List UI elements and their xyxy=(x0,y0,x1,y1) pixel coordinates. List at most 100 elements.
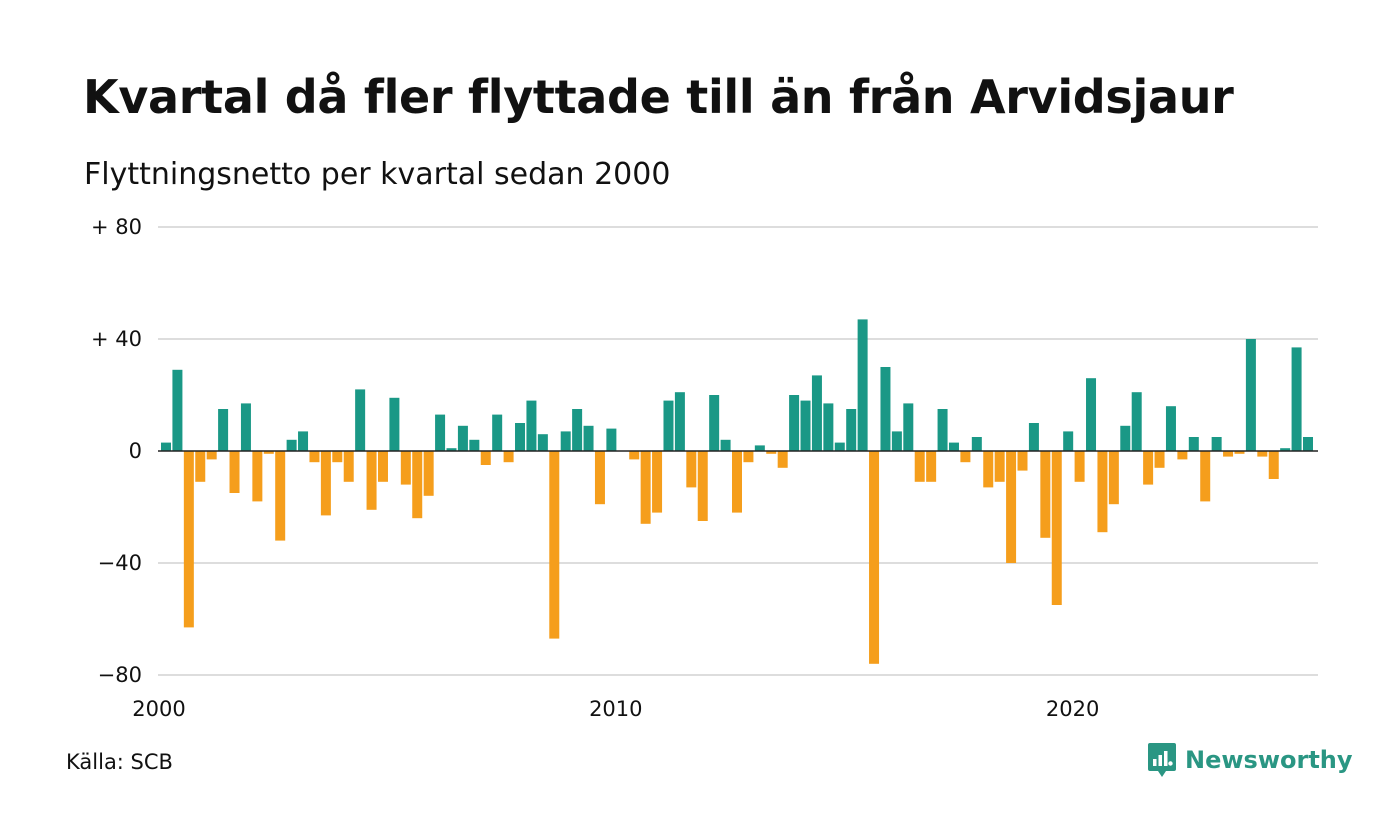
bar xyxy=(869,451,880,664)
bar xyxy=(937,409,948,451)
bar xyxy=(1245,339,1256,451)
bar xyxy=(412,451,423,519)
bar xyxy=(1017,451,1028,471)
bar xyxy=(263,451,274,454)
x-tick-label: 2000 xyxy=(132,697,185,721)
bar xyxy=(389,397,400,451)
bar xyxy=(1154,451,1165,468)
bar xyxy=(640,451,651,524)
bar xyxy=(298,431,309,451)
x-tick-label: 2020 xyxy=(1046,697,1099,721)
y-tick-label: −40 xyxy=(98,551,142,575)
bar xyxy=(732,451,742,513)
chart-subtitle: Flyttningsnetto per kvartal sedan 2000 xyxy=(84,157,671,192)
bar xyxy=(423,451,434,496)
bar xyxy=(309,451,320,463)
bar xyxy=(218,409,229,451)
bar xyxy=(652,451,663,513)
y-tick-label: + 40 xyxy=(91,327,142,351)
bar xyxy=(366,451,377,510)
bar xyxy=(583,425,594,451)
bar xyxy=(1086,378,1097,451)
bar xyxy=(1188,437,1199,451)
bar xyxy=(1040,451,1051,538)
bar xyxy=(1028,423,1039,451)
bar xyxy=(914,451,925,482)
bar xyxy=(537,434,548,451)
bar xyxy=(891,431,902,451)
bar xyxy=(674,392,685,451)
bar xyxy=(1074,451,1085,482)
bar xyxy=(1097,451,1108,533)
y-tick-label: 0 xyxy=(129,439,142,463)
bar xyxy=(720,439,731,451)
bar xyxy=(400,451,411,485)
bar xyxy=(480,451,491,465)
bar xyxy=(926,451,937,482)
bar xyxy=(1234,451,1245,454)
bar xyxy=(663,400,674,451)
bar xyxy=(549,451,560,639)
bar xyxy=(811,375,822,451)
bar xyxy=(183,451,194,628)
bar xyxy=(1211,437,1222,451)
bar xyxy=(994,451,1005,482)
bar xyxy=(971,437,982,451)
bar xyxy=(1131,392,1142,451)
y-tick-label: −80 xyxy=(98,663,142,687)
bar xyxy=(1223,451,1234,457)
brand-name: Newsworthy xyxy=(1185,746,1353,774)
bar xyxy=(1051,451,1062,605)
bar xyxy=(229,451,240,493)
bar xyxy=(1165,406,1176,451)
bar xyxy=(1006,451,1017,563)
bar xyxy=(606,428,617,451)
y-tick-label: + 80 xyxy=(91,215,142,239)
bar xyxy=(1177,451,1188,460)
bar xyxy=(789,395,800,451)
bar xyxy=(332,451,343,463)
brand-logo[interactable]: Newsworthy xyxy=(1147,741,1353,779)
bar xyxy=(172,369,183,451)
bar xyxy=(983,451,994,488)
bar xyxy=(800,400,811,451)
bar xyxy=(526,400,537,451)
bar xyxy=(446,448,457,451)
bar xyxy=(275,451,286,541)
bar xyxy=(880,367,891,451)
bar xyxy=(594,451,605,505)
bar xyxy=(686,451,697,488)
bar xyxy=(1291,347,1302,451)
bar xyxy=(1120,425,1131,451)
bar xyxy=(629,451,640,460)
bar xyxy=(1280,448,1291,451)
bar xyxy=(754,445,765,451)
bar xyxy=(846,409,857,451)
bar xyxy=(343,451,354,482)
bar xyxy=(823,403,834,451)
bar xyxy=(469,439,480,451)
x-tick-label: 2010 xyxy=(589,697,642,721)
bar xyxy=(1063,431,1074,451)
bar xyxy=(857,319,868,451)
bar xyxy=(1200,451,1211,502)
chart-title: Kvartal då fler flyttade till än från Ar… xyxy=(83,70,1234,124)
bar xyxy=(1257,451,1268,457)
bar xyxy=(560,431,571,451)
bar xyxy=(766,451,777,454)
bar xyxy=(572,409,583,451)
bar xyxy=(206,451,217,460)
bar xyxy=(697,451,708,521)
bar xyxy=(960,451,971,463)
bar xyxy=(834,442,845,451)
bar xyxy=(1303,437,1313,451)
bar xyxy=(903,403,914,451)
bar xyxy=(1143,451,1154,485)
bar xyxy=(948,442,959,451)
bar xyxy=(777,451,788,468)
newsworthy-logo-icon xyxy=(1148,743,1176,777)
bar xyxy=(1108,451,1119,505)
source-label: Källa: SCB xyxy=(66,750,173,774)
bar xyxy=(161,442,171,451)
